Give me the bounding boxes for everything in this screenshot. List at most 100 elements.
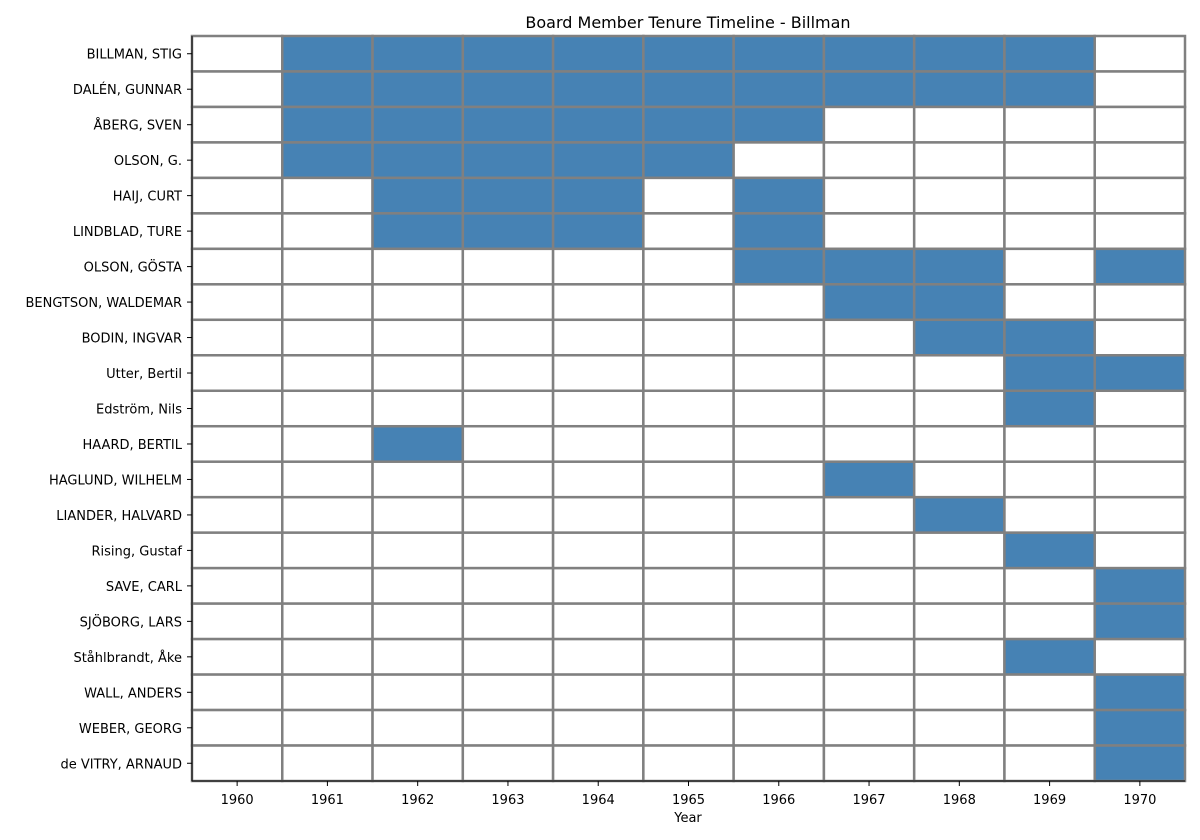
heatmap-cell (461, 176, 555, 215)
heatmap-cell (732, 105, 826, 144)
heatmap-cell (822, 354, 916, 393)
heatmap-cell (732, 424, 826, 463)
heatmap-cell (732, 70, 826, 109)
heatmap-cell (190, 354, 284, 393)
heatmap-cell (190, 495, 284, 534)
y-tick-label: WEBER, GEORG (79, 722, 182, 737)
heatmap-cell (912, 354, 1006, 393)
heatmap-cell (642, 744, 735, 783)
heatmap-cell (822, 673, 916, 712)
heatmap-cell (371, 566, 465, 605)
heatmap-cell (371, 176, 465, 215)
heatmap-cells (190, 34, 1187, 783)
heatmap-cell (461, 495, 555, 534)
heatmap-cell (822, 70, 916, 109)
y-tick-label: ÅBERG, SVEN (94, 118, 182, 134)
heatmap-cell (1003, 495, 1096, 534)
heatmap-cell (912, 247, 1006, 286)
heatmap-cell (642, 566, 735, 605)
heatmap-cell (461, 105, 555, 144)
heatmap-cell (371, 531, 465, 570)
heatmap-cell (732, 673, 826, 712)
heatmap-cell (1093, 247, 1187, 286)
heatmap-cell (642, 602, 735, 641)
heatmap-cell (281, 247, 374, 286)
heatmap-cell (732, 141, 826, 180)
heatmap-cell (1003, 141, 1096, 180)
heatmap-cell (461, 637, 555, 676)
heatmap-cell (551, 212, 645, 251)
heatmap-cell (642, 495, 735, 534)
x-tick-label: 1965 (672, 793, 705, 808)
heatmap-cell (1093, 673, 1187, 712)
heatmap-cell (551, 247, 645, 286)
heatmap-cell (912, 141, 1006, 180)
heatmap-cell (190, 602, 284, 641)
heatmap-cell (822, 176, 916, 215)
heatmap-cell (912, 602, 1006, 641)
heatmap-cell (732, 283, 826, 322)
heatmap-cell (281, 708, 374, 747)
heatmap-cell (551, 283, 645, 322)
y-tick-label: SJÖBORG, LARS (80, 613, 182, 630)
heatmap-cell (732, 176, 826, 215)
heatmap-cell (642, 176, 735, 215)
y-tick-label: LINDBLAD, TURE (73, 225, 182, 240)
heatmap-cell (912, 637, 1006, 676)
heatmap-cell (371, 247, 465, 286)
heatmap-cell (1003, 389, 1096, 428)
heatmap-cell (190, 566, 284, 605)
heatmap-cell (1093, 744, 1187, 783)
heatmap-cell (822, 566, 916, 605)
x-tick-label: 1969 (1033, 793, 1066, 808)
heatmap-cell (822, 247, 916, 286)
heatmap-cell (190, 105, 284, 144)
y-tick-label: WALL, ANDERS (84, 686, 182, 701)
x-tick-label: 1967 (852, 793, 885, 808)
heatmap-cell (461, 389, 555, 428)
y-tick-label: HAARD, BERTIL (83, 438, 183, 453)
heatmap-cell (822, 212, 916, 251)
heatmap-cell (551, 389, 645, 428)
heatmap-cell (1003, 531, 1096, 570)
heatmap-cell (371, 460, 465, 499)
heatmap-cell (1003, 744, 1096, 783)
heatmap-cell (281, 566, 374, 605)
heatmap-cell (281, 34, 374, 73)
heatmap-cell (1093, 70, 1187, 109)
heatmap-cell (642, 389, 735, 428)
heatmap-cell (281, 389, 374, 428)
heatmap-cell (912, 34, 1006, 73)
heatmap-cell (1093, 141, 1187, 180)
heatmap-cell (1003, 318, 1096, 357)
heatmap-cell (371, 70, 465, 109)
y-tick-label: BODIN, INGVAR (82, 332, 182, 347)
heatmap-cell (1003, 105, 1096, 144)
heatmap-cell (190, 708, 284, 747)
heatmap-cell (281, 105, 374, 144)
heatmap-cell (732, 389, 826, 428)
heatmap-cell (732, 460, 826, 499)
heatmap-cell (281, 673, 374, 712)
y-tick-label: Rising, Gustaf (91, 544, 182, 559)
heatmap-cell (371, 141, 465, 180)
heatmap-cell (281, 495, 374, 534)
heatmap-cell (551, 673, 645, 712)
x-tick-label: 1966 (762, 793, 795, 808)
heatmap-cell (551, 744, 645, 783)
heatmap-cell (461, 247, 555, 286)
heatmap-cell (551, 424, 645, 463)
heatmap-cell (281, 176, 374, 215)
heatmap-cell (642, 354, 735, 393)
heatmap-cell (642, 141, 735, 180)
heatmap-cell (1093, 637, 1187, 676)
x-tick-label: 1961 (311, 793, 344, 808)
heatmap-cell (1093, 354, 1187, 393)
heatmap-cell (1093, 389, 1187, 428)
y-tick-label: HAIJ, CURT (113, 190, 182, 205)
heatmap-cell (461, 460, 555, 499)
heatmap-cell (461, 566, 555, 605)
heatmap-cell (1003, 70, 1096, 109)
heatmap-cell (912, 744, 1006, 783)
